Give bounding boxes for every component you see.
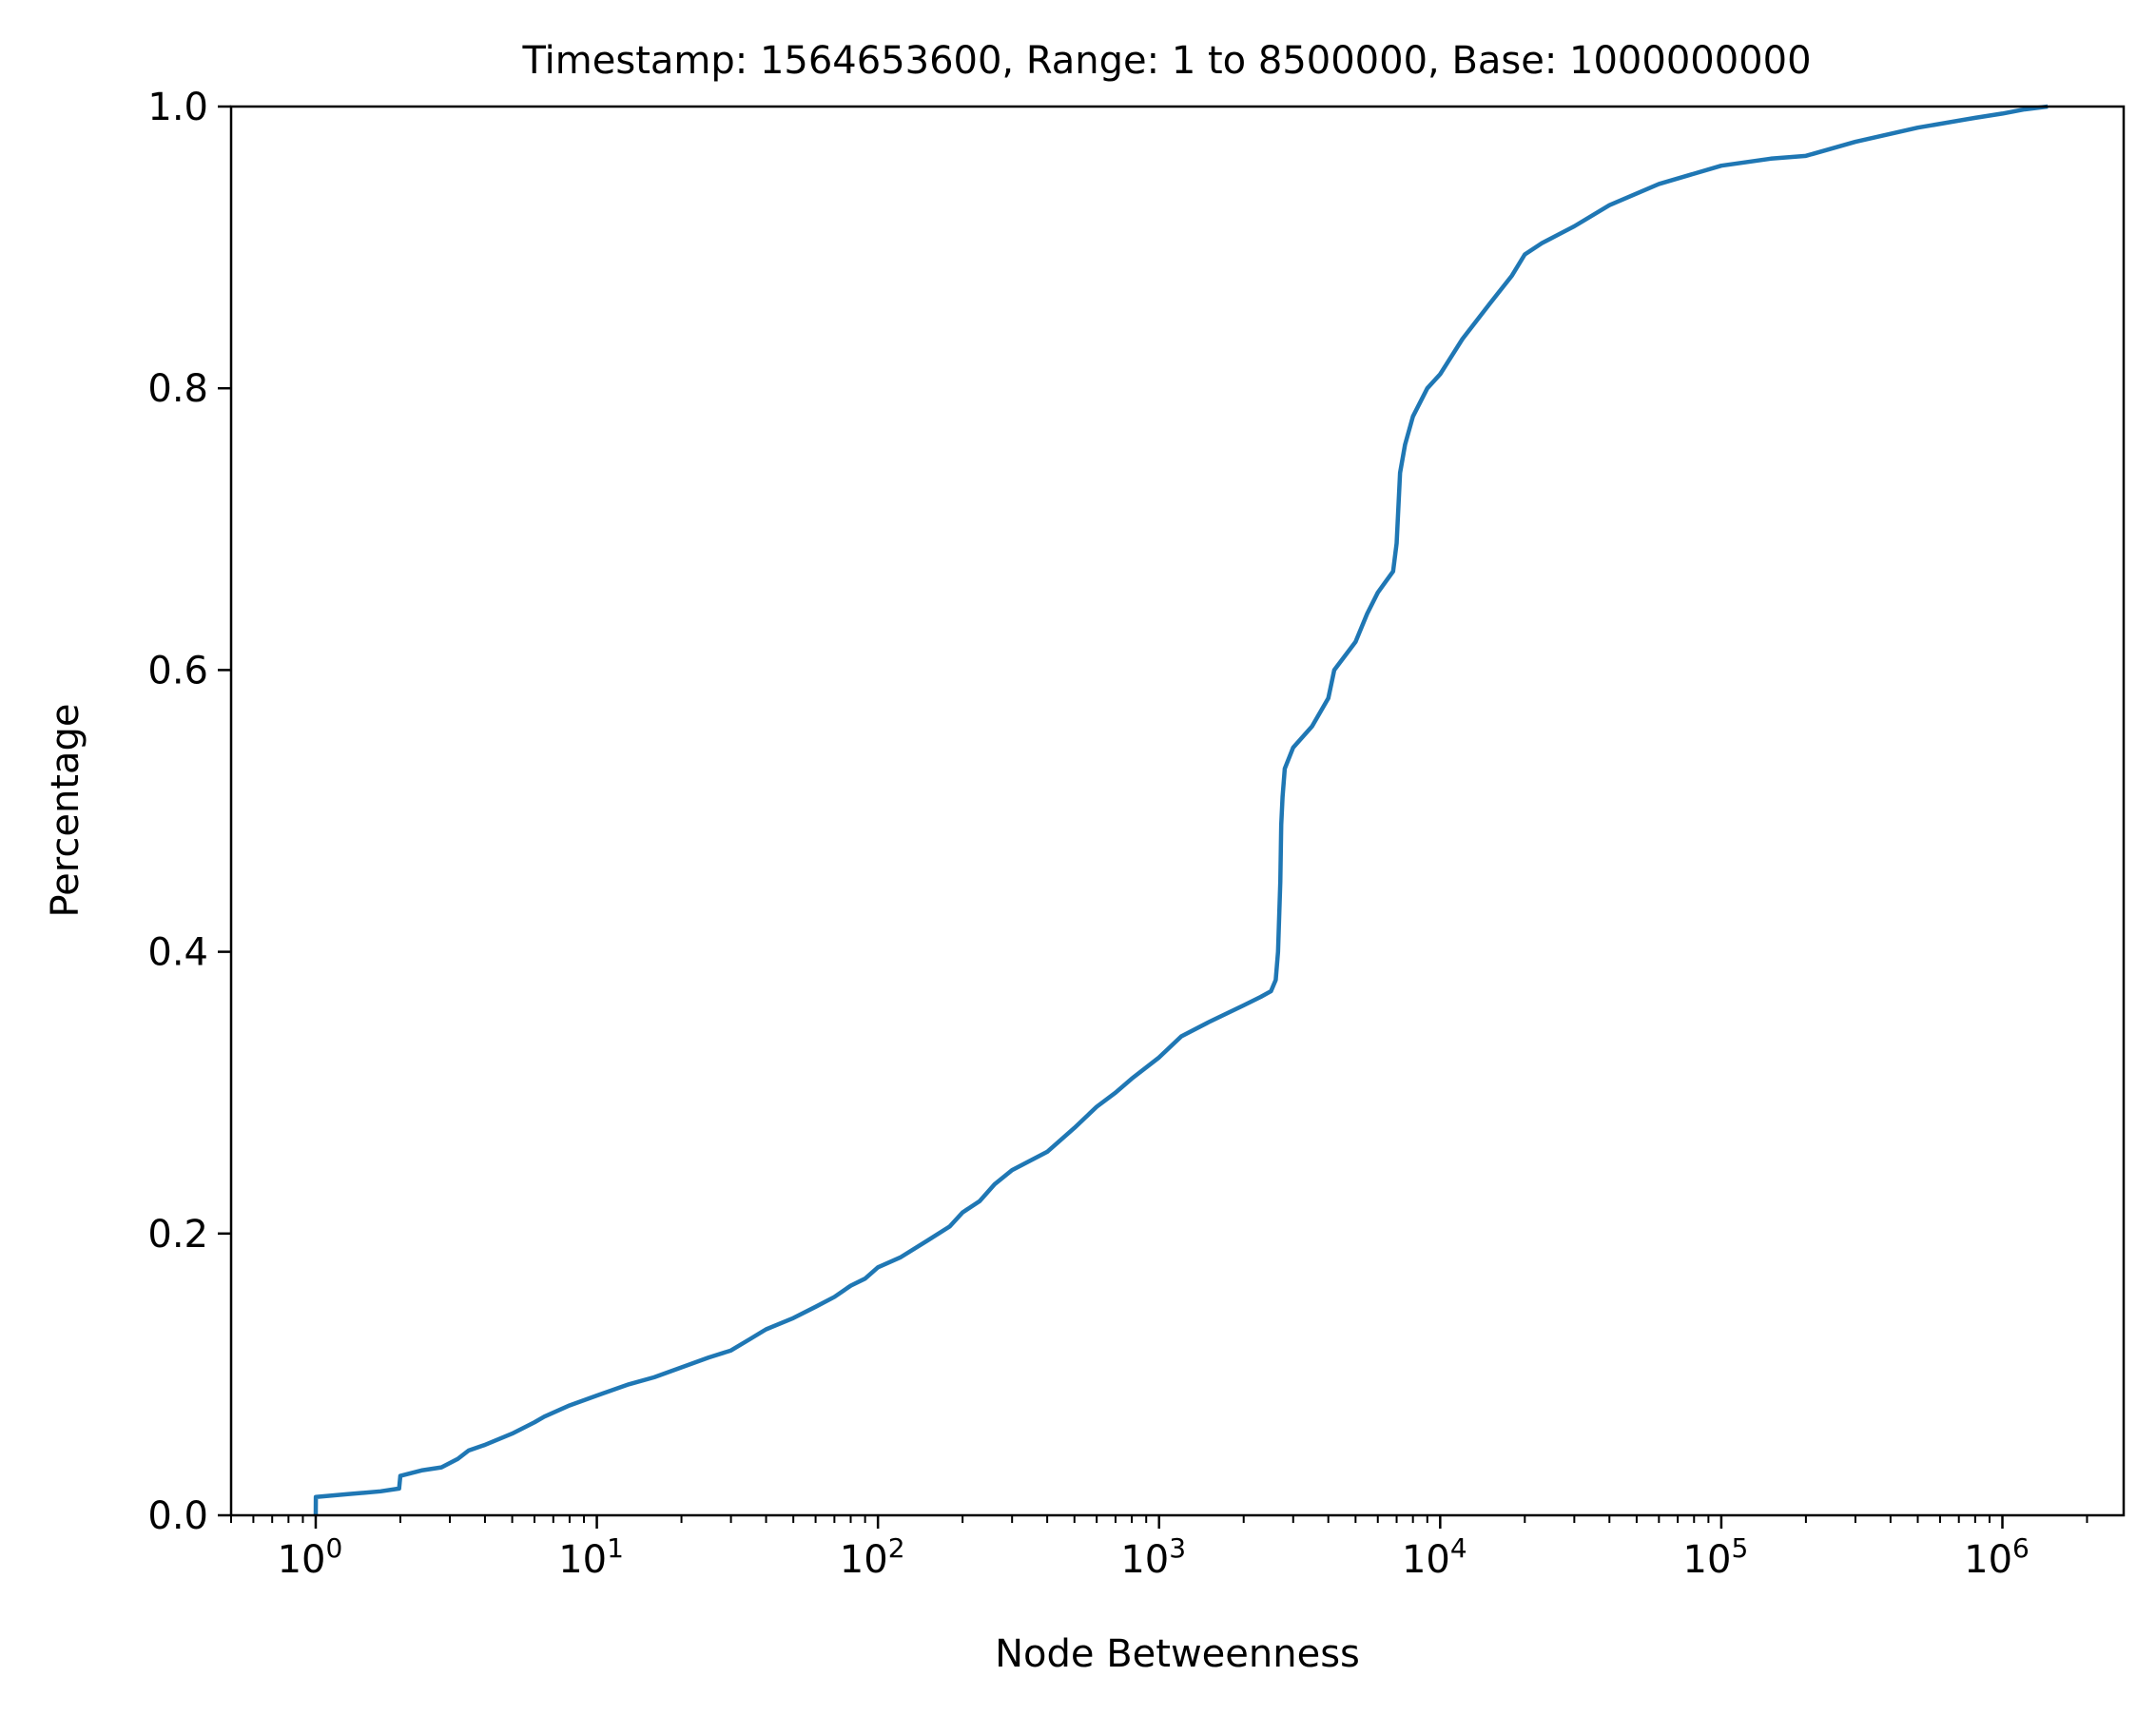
x-tick-base: 10 (1120, 1538, 1169, 1582)
y-tick-label: 0.0 (147, 1494, 208, 1538)
x-tick-label: 101 (558, 1532, 624, 1582)
x-tick-base: 10 (558, 1538, 607, 1582)
x-tick-label: 105 (1683, 1532, 1749, 1582)
x-tick-label: 100 (278, 1532, 343, 1582)
x-tick-exponent: 4 (1450, 1532, 1467, 1564)
x-tick-exponent: 5 (1731, 1532, 1748, 1564)
x-tick-exponent: 6 (2012, 1532, 2030, 1564)
y-tick-label: 0.8 (147, 367, 208, 411)
x-tick-exponent: 3 (1169, 1532, 1186, 1564)
x-tick-exponent: 1 (607, 1532, 624, 1564)
x-axis-label: Node Betweenness (995, 1632, 1360, 1676)
x-tick-base: 10 (1402, 1538, 1450, 1582)
y-tick-label: 0.4 (147, 931, 208, 975)
y-axis: 0.0 0.2 0.4 0.6 0.8 1.0 (147, 86, 231, 1538)
cdf-line (313, 104, 2049, 1516)
y-tick-label: 1.0 (147, 86, 208, 129)
x-tick-label: 103 (1120, 1532, 1186, 1582)
y-tick-label: 0.6 (147, 649, 208, 692)
x-tick-base: 10 (840, 1538, 888, 1582)
x-tick-base: 10 (1683, 1538, 1732, 1582)
x-tick-exponent: 0 (326, 1532, 343, 1564)
y-axis-label: Percentage (44, 703, 87, 917)
x-tick-base: 10 (1964, 1538, 2012, 1582)
x-tick-label: 104 (1402, 1532, 1467, 1582)
y-tick-label: 0.2 (147, 1213, 208, 1257)
plot-frame (229, 105, 2126, 1517)
chart-title: Timestamp: 1564653600, Range: 1 to 85000… (521, 39, 1811, 83)
x-axis: 100 101 102 103 104 105 106 (230, 1515, 2088, 1582)
x-tick-label: 102 (840, 1532, 905, 1582)
x-tick-base: 10 (278, 1538, 326, 1582)
x-tick-exponent: 2 (888, 1532, 905, 1564)
x-tick-label: 106 (1964, 1532, 2030, 1582)
